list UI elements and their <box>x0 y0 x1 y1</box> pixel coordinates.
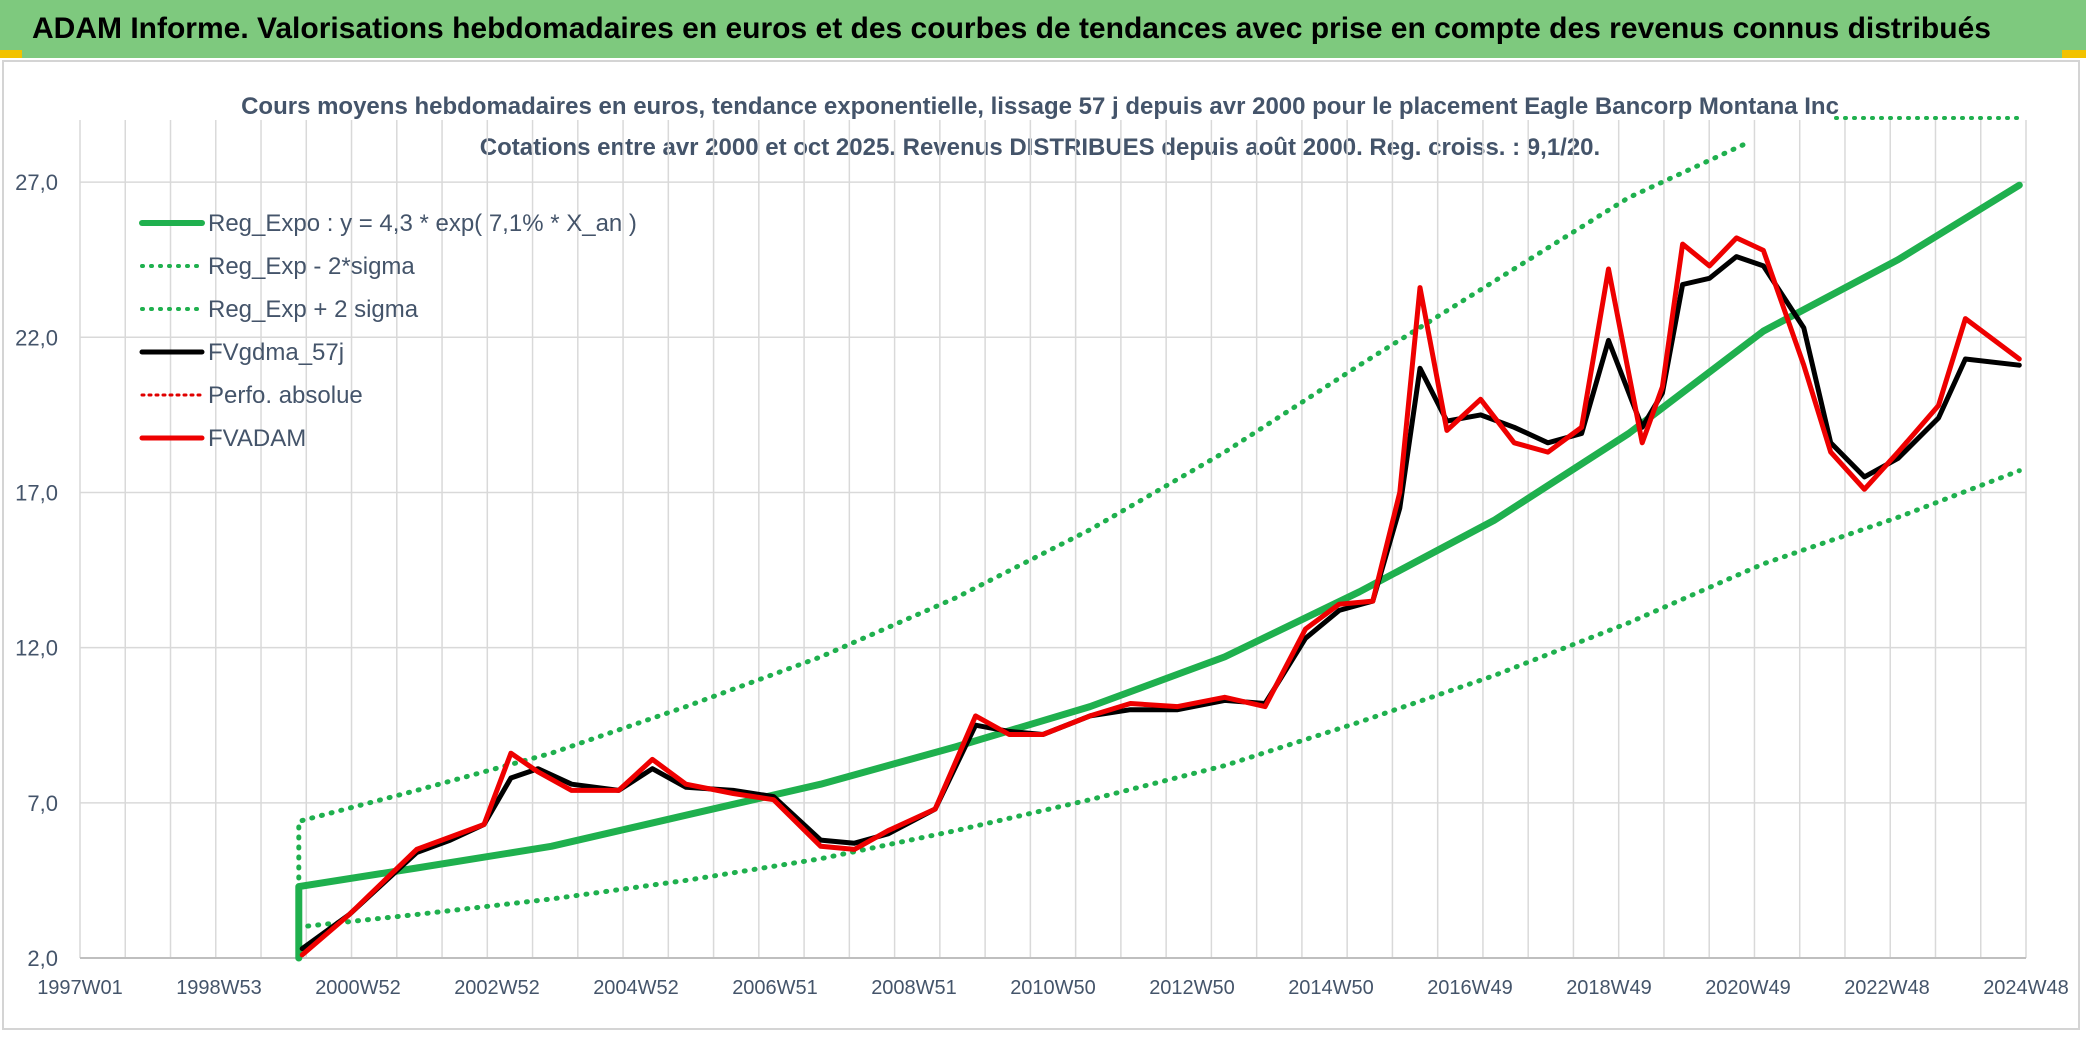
y-tick-label: 27,0 <box>15 170 58 195</box>
legend-label: Reg_Exp - 2*sigma <box>208 253 415 280</box>
series-line-reg-expo-y-4-3-exp-7-1-x-an <box>295 181 2023 962</box>
y-tick-label: 17,0 <box>15 480 58 505</box>
y-tick-label: 7,0 <box>27 791 58 816</box>
x-tick-label: 2024W48 <box>1983 977 2069 999</box>
x-tick-label: 1998W53 <box>176 977 262 999</box>
chart-title: Cours moyens hebdomadaires en euros, ten… <box>241 93 1839 120</box>
legend-label: FVgdma_57j <box>208 339 344 366</box>
x-tick-label: 2002W52 <box>454 977 540 999</box>
series-line-reg-exp-2-sigma <box>296 139 1753 961</box>
series-line-reg-exp-2-sigma <box>296 468 2022 961</box>
y-tick-label: 22,0 <box>15 325 58 350</box>
y-tick-label: 12,0 <box>15 636 58 661</box>
chart-subtitle: Cotations entre avr 2000 et oct 2025. Re… <box>480 134 1600 161</box>
x-tick-label: 2022W48 <box>1844 977 1930 999</box>
x-tick-label: 2012W50 <box>1149 977 1235 999</box>
x-tick-label: 2020W49 <box>1705 977 1791 999</box>
banner-corner-right <box>2062 50 2086 58</box>
legend-label: Reg_Exp + 2 sigma <box>208 296 419 323</box>
legend-label: Reg_Expo : y = 4,3 * exp( 7,1% * X_an ) <box>208 210 637 237</box>
series-line-fvadam <box>299 235 2022 958</box>
x-tick-label: 2014W50 <box>1288 977 1374 999</box>
series <box>295 139 2023 962</box>
legend-label: Perfo. absolue <box>208 382 363 409</box>
x-tick-label: 2004W52 <box>593 977 679 999</box>
x-tick-label: 2008W51 <box>871 977 957 999</box>
legend: Reg_Expo : y = 4,3 * exp( 7,1% * X_an ) R… <box>139 210 637 452</box>
legend-label: FVADAM <box>208 425 306 452</box>
x-tick-label: 2010W50 <box>1010 977 1096 999</box>
x-tick-label: 2018W49 <box>1566 977 1652 999</box>
grid <box>79 120 2027 959</box>
y-tick-label: 2,0 <box>27 946 58 971</box>
chart-frame <box>2 60 2080 1030</box>
banner-corner-left <box>0 50 22 58</box>
x-tick-label: 1997W01 <box>37 977 123 999</box>
x-tick-label: 2016W49 <box>1427 977 1513 999</box>
x-tick-label: 2006W51 <box>732 977 818 999</box>
x-tick-label: 2000W52 <box>315 977 401 999</box>
report-title-banner: ADAM Informe. Valorisations hebdomadaire… <box>0 0 2086 58</box>
axes: 2,0 7,0 12,0 17,0 22,0 27,0 1997W01 1998W53 2000… <box>15 170 2069 999</box>
